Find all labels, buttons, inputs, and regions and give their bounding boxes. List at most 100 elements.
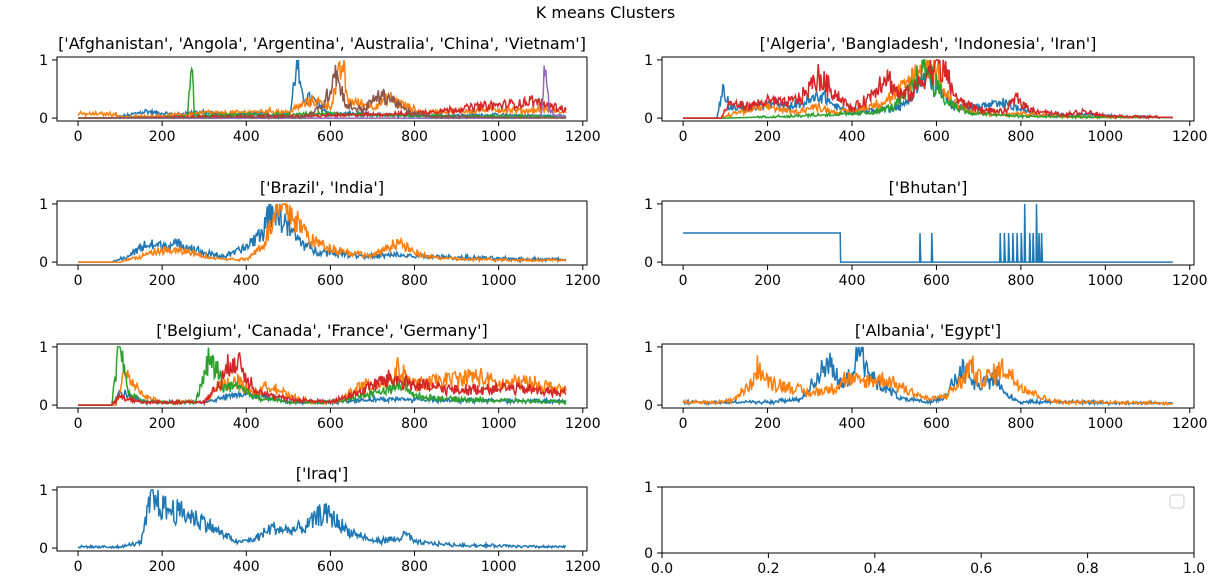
x-tick-label: 1000 (1088, 273, 1124, 289)
x-tick-label: 1200 (1172, 129, 1208, 145)
subplot-5: ['Belgium', 'Canada', 'France', 'Germany… (39, 321, 601, 432)
subplot-title: ['Algeria', 'Bangladesh', 'Indonesia', '… (760, 34, 1097, 53)
axes-frame (661, 56, 1195, 122)
x-tick-label: 0 (679, 416, 688, 432)
x-tick-label: 600 (317, 559, 344, 575)
subplot-1: ['Afghanistan', 'Angola', 'Argentina', '… (39, 34, 601, 145)
x-tick-label: 400 (839, 416, 866, 432)
subplot-title: ['Belgium', 'Canada', 'France', 'Germany… (156, 321, 487, 340)
x-tick-label: 1200 (1172, 273, 1208, 289)
x-tick-label: 200 (149, 273, 176, 289)
x-tick-label: 1200 (565, 416, 601, 432)
figure-title: K means Clusters (535, 3, 676, 22)
x-tick-label: 0.2 (757, 561, 779, 577)
subplot-title: ['Brazil', 'India'] (260, 178, 384, 197)
y-tick-label: 1 (39, 340, 48, 356)
x-tick-label: 1200 (565, 129, 601, 145)
x-tick-label: 0 (679, 273, 688, 289)
subplot-title: ['Iraq'] (296, 464, 349, 483)
series-line-6 (78, 64, 566, 120)
axes-frame (56, 486, 588, 552)
series-line-3 (78, 66, 567, 120)
subplot-4: ['Bhutan'] 0 200 400 600 800 1000 1200 0 1 (644, 178, 1208, 289)
x-tick-label: 1000 (481, 559, 517, 575)
x-tick-label: 0 (74, 129, 83, 145)
x-tick-label: 600 (923, 416, 950, 432)
x-tick-label: 800 (401, 129, 428, 145)
y-tick-label: 1 (39, 197, 48, 213)
series-line-2 (77, 60, 567, 120)
x-tick-label: 800 (1008, 129, 1035, 145)
x-tick-label: 200 (149, 129, 176, 145)
subplot-6: ['Albania', 'Egypt'] 0 200 400 600 800 1000 120… (644, 321, 1208, 432)
y-tick-label: 0 (644, 111, 653, 127)
y-tick-label: 0 (644, 255, 653, 271)
x-tick-label: 1000 (481, 129, 517, 145)
x-tick-label: 1200 (565, 559, 601, 575)
subplot-7: ['Iraq'] 0 200 400 600 800 1000 1200 0 1 (39, 464, 601, 575)
x-tick-label: 200 (754, 416, 781, 432)
x-tick-label: 800 (1008, 416, 1035, 432)
x-tick-label: 1000 (1088, 416, 1124, 432)
x-tick-label: 0.8 (1076, 561, 1098, 577)
series-line-4 (78, 351, 567, 407)
x-tick-label: 400 (839, 129, 866, 145)
x-tick-label: 1000 (1088, 129, 1124, 145)
y-tick-label: 1 (644, 53, 653, 69)
x-tick-label: 400 (233, 129, 260, 145)
y-tick-label: 1 (39, 53, 48, 69)
x-tick-label: 1200 (1172, 416, 1208, 432)
series-line-2 (682, 355, 1174, 407)
x-tick-label: 1000 (481, 273, 517, 289)
axes-frame (56, 56, 588, 122)
x-tick-label: 0.0 (651, 561, 673, 577)
x-tick-label: 400 (233, 416, 260, 432)
axes-frame (56, 343, 588, 409)
x-tick-label: 600 (923, 129, 950, 145)
x-tick-label: 400 (839, 273, 866, 289)
x-tick-label: 0 (679, 129, 688, 145)
x-tick-label: 0.6 (970, 561, 992, 577)
y-tick-label: 1 (644, 340, 653, 356)
subplot-2: ['Algeria', 'Bangladesh', 'Indonesia', '… (644, 34, 1208, 145)
legend-box (1169, 494, 1185, 509)
subplot-title: ['Bhutan'] (889, 178, 968, 197)
x-tick-label: 1000 (481, 416, 517, 432)
series-line-4 (683, 59, 1173, 120)
y-tick-label: 0 (644, 546, 653, 562)
series-line-3 (78, 346, 567, 406)
x-tick-label: 1.0 (1183, 561, 1205, 577)
x-tick-label: 1200 (565, 273, 601, 289)
x-tick-label: 0 (74, 559, 83, 575)
subplot-title: ['Afghanistan', 'Angola', 'Argentina', '… (58, 34, 586, 53)
x-tick-label: 0 (74, 416, 83, 432)
y-tick-label: 0 (644, 398, 653, 414)
x-tick-label: 200 (149, 559, 176, 575)
y-tick-label: 0 (39, 541, 48, 557)
series-line-1 (77, 489, 567, 550)
subplot-3: ['Brazil', 'India'] 0 200 400 600 800 1000 1200… (39, 178, 601, 289)
series-line-2 (78, 357, 567, 407)
axes-frame (661, 200, 1195, 266)
x-tick-label: 0 (74, 273, 83, 289)
y-tick-label: 1 (644, 480, 653, 496)
x-tick-label: 0.4 (864, 561, 886, 577)
series-line-1 (78, 203, 566, 264)
x-tick-label: 200 (754, 273, 781, 289)
x-tick-label: 200 (754, 129, 781, 145)
y-tick-label: 1 (644, 197, 653, 213)
x-tick-label: 800 (1008, 273, 1035, 289)
x-tick-label: 600 (317, 416, 344, 432)
x-tick-label: 800 (401, 273, 428, 289)
x-tick-label: 800 (401, 416, 428, 432)
x-tick-label: 400 (233, 559, 260, 575)
y-tick-label: 0 (39, 111, 48, 127)
series-line-2 (78, 201, 567, 264)
series-line-3 (683, 59, 1173, 120)
subplot-8: 0.0 0.2 0.4 0.6 0.8 1.0 0 1 (644, 480, 1205, 577)
x-tick-label: 600 (317, 273, 344, 289)
x-tick-label: 400 (233, 273, 260, 289)
x-tick-label: 600 (923, 273, 950, 289)
subplot-title: ['Albania', 'Egypt'] (855, 321, 1001, 340)
x-tick-label: 800 (401, 559, 428, 575)
